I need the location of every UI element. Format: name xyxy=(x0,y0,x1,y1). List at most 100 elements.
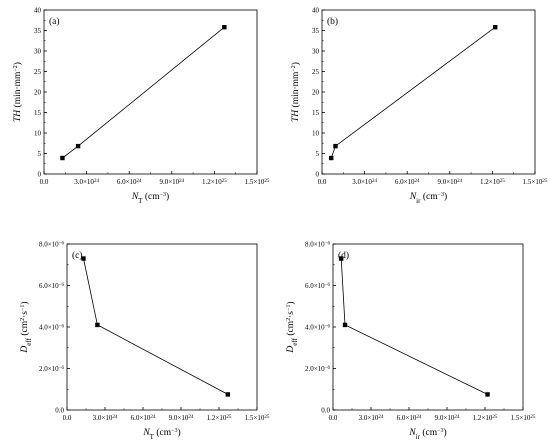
x-axis-subscript: ir xyxy=(416,433,421,441)
x-axis-label: Nir (cm−3) xyxy=(408,427,446,441)
x-axis-symbol: N xyxy=(142,428,150,438)
y-tick-label-mantissa: 0 xyxy=(316,171,320,179)
panel-label: (c) xyxy=(72,250,83,261)
x-axis-superscript: −3 xyxy=(160,192,166,198)
y-tick-label-mantissa: 25 xyxy=(312,68,320,76)
y-tick-label-mantissa: 8.0×10 xyxy=(305,241,325,249)
x-tick-label-mantissa: 1.5×10 xyxy=(523,178,543,186)
y-axis-superscript2: −1 xyxy=(20,305,26,311)
y-tick-label: 5 xyxy=(316,150,320,158)
y-axis-superscript2: −1 xyxy=(286,305,292,311)
data-point xyxy=(339,256,344,261)
y-tick-label-mantissa: 2.0×10 xyxy=(39,365,59,373)
x-tick-label-mantissa: 1.5×10 xyxy=(511,414,531,422)
y-axis-close: ) xyxy=(12,62,23,65)
y-axis-unit: (min·mm xyxy=(12,71,23,110)
x-tick-label-mantissa: 6.0×10 xyxy=(395,178,415,186)
y-axis-close: ) xyxy=(290,62,301,65)
panel-label: (a) xyxy=(49,16,60,27)
x-tick-label-exponent: 24 xyxy=(378,415,384,420)
x-tick-label: 1.2×1025 xyxy=(202,178,227,186)
x-tick-label: 9.0×1024 xyxy=(169,414,194,422)
x-axis-label: NT (cm−3) xyxy=(131,191,169,205)
x-tick-label-mantissa: 3.0×10 xyxy=(93,414,113,422)
y-axis-label: Deff (cm2·s−1) xyxy=(285,301,299,353)
x-tick-label: 0.0 xyxy=(318,178,327,186)
y-tick-label-mantissa: 20 xyxy=(34,89,42,97)
y-tick-label: 35 xyxy=(34,27,42,35)
x-tick-label-mantissa: 9.0×10 xyxy=(159,178,179,186)
y-tick-label-mantissa: 0 xyxy=(38,171,42,179)
x-tick-label-mantissa: 9.0×10 xyxy=(435,414,455,422)
y-axis-unit: (cm xyxy=(285,320,296,338)
y-tick-label: 40 xyxy=(34,7,42,15)
x-tick-label-exponent: 24 xyxy=(94,179,100,184)
x-tick-label: 9.0×1024 xyxy=(437,178,462,186)
x-tick-label-exponent: 24 xyxy=(179,179,185,184)
series-line xyxy=(83,258,229,395)
y-tick-label-mantissa: 40 xyxy=(312,7,320,15)
y-tick-label-exponent: −6 xyxy=(325,241,331,246)
y-tick-label: 10 xyxy=(312,130,320,138)
y-tick-label-mantissa: 8.0×10 xyxy=(39,241,59,249)
x-tick-label: 1.5×1025 xyxy=(245,414,270,422)
x-axis-symbol: N xyxy=(408,428,416,438)
y-tick-label: 10 xyxy=(34,130,42,138)
x-tick-label-mantissa: 0.0 xyxy=(63,414,72,422)
y-tick-label-mantissa: 0.0 xyxy=(55,407,64,415)
y-tick-label-exponent: −6 xyxy=(59,324,65,329)
x-tick-label-exponent: 24 xyxy=(457,179,463,184)
x-tick-label: 1.5×1025 xyxy=(523,178,548,186)
x-tick-label-mantissa: 1.2×10 xyxy=(473,414,493,422)
y-axis-symbol: TH xyxy=(13,109,23,122)
y-axis-close: ) xyxy=(19,301,30,304)
chart-panel-a: 0.0 3.0×1024 6.0×1024 9.0×1024 1.2×1025 1.5×1… xyxy=(12,7,270,206)
x-tick-label-exponent: 25 xyxy=(264,179,270,184)
y-tick-label: 30 xyxy=(312,48,320,56)
y-tick-label: 5 xyxy=(38,150,42,158)
y-axis-label: TH (min·mm−2) xyxy=(290,62,301,122)
x-tick-label: 1.5×1025 xyxy=(511,414,536,422)
data-point xyxy=(222,25,227,30)
x-axis-close: ) xyxy=(444,191,447,202)
y-tick-label: 4.0×10−6 xyxy=(39,324,65,332)
x-tick-label-exponent: 24 xyxy=(416,415,422,420)
x-tick-label: 0.0 xyxy=(40,178,49,186)
y-tick-label: 8.0×10−6 xyxy=(39,241,65,249)
x-tick-label-mantissa: 6.0×10 xyxy=(117,178,137,186)
data-point xyxy=(81,256,86,261)
x-tick-label-exponent: 25 xyxy=(542,179,548,184)
y-tick-label: 6.0×10−6 xyxy=(39,282,65,290)
x-tick-label-mantissa: 1.2×10 xyxy=(202,178,222,186)
x-tick-label-exponent: 25 xyxy=(222,179,228,184)
y-tick-label: 40 xyxy=(312,7,320,15)
y-axis-unit: (cm xyxy=(19,320,30,338)
series-line xyxy=(330,26,496,159)
x-tick-label-mantissa: 0.0 xyxy=(329,414,338,422)
panel-label: (b) xyxy=(327,16,338,27)
y-axis-superscript: −2 xyxy=(13,65,19,71)
x-tick-label-mantissa: 3.0×10 xyxy=(352,178,372,186)
y-tick-label: 0.0 xyxy=(321,407,330,415)
data-point xyxy=(95,322,100,328)
y-axis-superscript: 2 xyxy=(20,318,26,321)
x-tick-label: 6.0×1024 xyxy=(395,178,420,186)
y-axis-close: ) xyxy=(285,301,296,304)
y-tick-label-mantissa: 15 xyxy=(34,109,42,117)
x-axis-superscript: −3 xyxy=(438,192,444,198)
x-tick-label: 6.0×1024 xyxy=(131,414,156,422)
y-tick-label-mantissa: 10 xyxy=(312,130,320,138)
y-tick-label-mantissa: 15 xyxy=(312,109,320,117)
data-point xyxy=(329,155,334,161)
chart-panel-c: 0.0 3.0×1024 6.0×1024 9.0×1024 1.2×1025 1.5×1… xyxy=(19,241,270,442)
x-axis-unit: (cm xyxy=(154,427,172,438)
x-tick-label-mantissa: 1.5×10 xyxy=(245,178,265,186)
x-axis-unit: (cm xyxy=(420,191,438,202)
y-tick-label: 0 xyxy=(316,171,320,179)
x-axis-superscript: −3 xyxy=(171,428,177,434)
x-tick-label-exponent: 24 xyxy=(454,415,460,420)
x-tick-label-exponent: 24 xyxy=(112,415,118,420)
y-tick-label-exponent: −6 xyxy=(325,324,331,329)
x-tick-label: 3.0×1024 xyxy=(93,414,118,422)
